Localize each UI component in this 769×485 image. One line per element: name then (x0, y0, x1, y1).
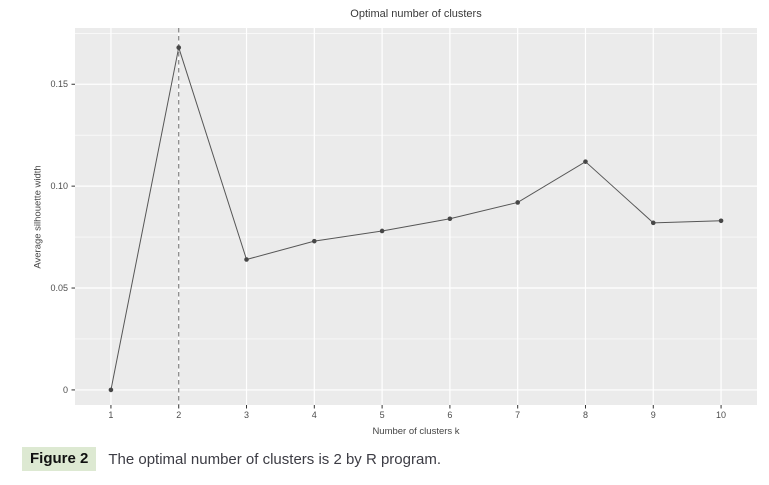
y-tick-label: 0.10 (50, 181, 68, 191)
x-tick-label: 7 (515, 410, 520, 420)
data-point (244, 257, 249, 262)
data-point (583, 159, 588, 164)
x-tick-label: 9 (651, 410, 656, 420)
x-tick-label: 4 (312, 410, 317, 420)
y-tick-label: 0 (63, 385, 68, 395)
figure-caption: Figure 2 The optimal number of clusters … (22, 447, 759, 471)
figure-caption-text: The optimal number of clusters is 2 by R… (108, 450, 441, 468)
y-tick-label: 0.15 (50, 79, 68, 89)
figure-label: Figure 2 (22, 447, 97, 471)
x-tick-label: 8 (583, 410, 588, 420)
silhouette-chart-svg: 1 2 3 4 5 6 7 8 9 10 0 0.05 0.10 0.15 (50, 28, 757, 420)
data-point (718, 218, 724, 224)
data-point (379, 228, 385, 234)
data-line (110, 47, 722, 391)
x-tick-label: 5 (380, 410, 385, 420)
data-point (447, 216, 453, 222)
data-point (176, 45, 182, 50)
data-point (312, 238, 317, 244)
silhouette-plot: 1 2 3 4 5 6 7 8 9 10 0 0.05 0.10 0.15 Optimal number … (32, 8, 757, 437)
chart-title: Optimal number of clusters (350, 8, 482, 20)
x-tick-label: 6 (447, 410, 452, 420)
data-point (650, 220, 656, 226)
y-axis-title: Average silhouette width (32, 165, 44, 269)
data-point (108, 387, 114, 393)
x-axis-title: Number of clusters k (372, 426, 460, 437)
x-tick-label: 2 (176, 410, 181, 420)
x-tick-label: 10 (716, 410, 726, 420)
plot-panel (75, 28, 757, 405)
x-tick-label: 1 (108, 410, 113, 420)
x-tick-label: 3 (244, 410, 249, 420)
y-tick-label: 0.05 (50, 283, 68, 293)
data-point (515, 200, 520, 205)
